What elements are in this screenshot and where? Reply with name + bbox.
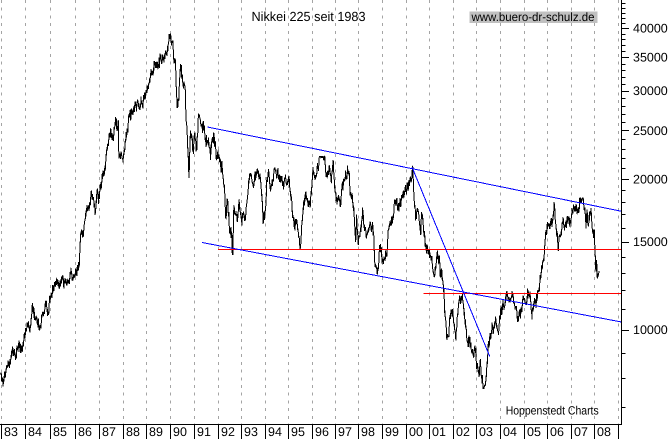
svg-text:04: 04: [503, 425, 517, 439]
svg-text:96: 96: [315, 425, 329, 439]
svg-text:35000: 35000: [633, 51, 668, 65]
svg-text:Nikkei 225 seit 1983: Nikkei 225 seit 1983: [252, 9, 366, 24]
svg-text:08: 08: [597, 425, 611, 439]
svg-text:93: 93: [244, 425, 258, 439]
svg-text:86: 86: [78, 425, 92, 439]
svg-text:03: 03: [479, 425, 493, 439]
svg-text:83: 83: [4, 425, 18, 439]
svg-text:84: 84: [28, 425, 42, 439]
svg-text:99: 99: [385, 425, 399, 439]
svg-text:06: 06: [550, 425, 564, 439]
svg-text:07: 07: [574, 425, 588, 439]
svg-text:88: 88: [126, 425, 140, 439]
svg-text:00: 00: [409, 425, 423, 439]
svg-text:40000: 40000: [633, 22, 668, 36]
svg-text:94: 94: [268, 425, 282, 439]
svg-text:92: 92: [221, 425, 235, 439]
svg-text:25000: 25000: [633, 124, 668, 138]
svg-text:10000: 10000: [633, 323, 668, 337]
svg-text:98: 98: [361, 425, 375, 439]
svg-text:15000: 15000: [633, 235, 668, 249]
svg-text:97: 97: [338, 425, 352, 439]
svg-text:87: 87: [102, 425, 116, 439]
svg-text:05: 05: [527, 425, 541, 439]
svg-text:91: 91: [197, 425, 211, 439]
svg-text:89: 89: [149, 425, 163, 439]
svg-text:30000: 30000: [633, 84, 668, 98]
svg-text:85: 85: [53, 425, 67, 439]
svg-text:02: 02: [456, 425, 470, 439]
svg-text:01: 01: [432, 425, 446, 439]
svg-text:95: 95: [291, 425, 305, 439]
svg-text:www.buero-dr-schulz.de: www.buero-dr-schulz.de: [471, 10, 595, 24]
svg-text:90: 90: [173, 425, 187, 439]
svg-text:Hoppenstedt Charts: Hoppenstedt Charts: [506, 404, 599, 418]
svg-text:20000: 20000: [633, 172, 668, 186]
